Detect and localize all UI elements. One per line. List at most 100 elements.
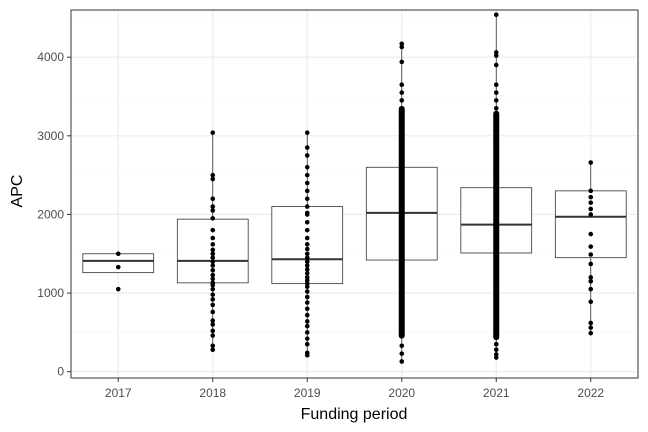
points-2021 (493, 12, 500, 360)
data-point (588, 244, 594, 249)
data-point (588, 275, 594, 280)
data-point (588, 188, 594, 194)
y-tick-label: 1000 (37, 286, 64, 300)
data-point (210, 247, 216, 253)
data-point (304, 323, 310, 329)
panel-border (70, 9, 639, 379)
data-point (588, 286, 594, 292)
data-point (210, 263, 216, 268)
y-tick-label: 3000 (37, 129, 64, 143)
data-point (493, 347, 499, 352)
data-point (210, 267, 216, 273)
data-point (210, 333, 216, 338)
data-point (210, 172, 216, 178)
data-point (304, 210, 310, 216)
data-point (304, 246, 310, 252)
data-point (304, 300, 310, 305)
data-point (210, 130, 216, 135)
data-point (304, 350, 310, 356)
data-point (399, 59, 405, 65)
data-point (304, 271, 310, 276)
data-point (493, 12, 499, 18)
data-point (304, 319, 310, 324)
x-tick-label: 2017 (105, 386, 132, 400)
data-point (493, 90, 499, 95)
data-point (210, 272, 216, 278)
data-point (210, 328, 216, 334)
data-point (304, 164, 310, 170)
data-point (210, 204, 216, 209)
data-point (304, 235, 310, 241)
data-point (304, 220, 310, 225)
data-point (399, 98, 405, 103)
data-point (304, 196, 310, 202)
y-tick-label: 2000 (37, 207, 64, 221)
data-point (399, 44, 405, 50)
data-point (588, 252, 594, 257)
box-iqr (82, 253, 155, 274)
data-point (210, 242, 216, 247)
data-point (304, 188, 310, 194)
data-point (493, 62, 499, 68)
data-point (588, 299, 594, 305)
data-point (210, 292, 216, 297)
data-point (588, 231, 594, 237)
data-point (304, 294, 310, 300)
data-point (493, 53, 499, 58)
data-point (304, 259, 310, 264)
x-tick-label: 2019 (294, 386, 321, 400)
data-point (210, 196, 216, 202)
data-point (304, 251, 310, 257)
data-point (210, 302, 216, 308)
data-point (304, 278, 310, 283)
data-point (399, 359, 405, 364)
data-point (588, 325, 594, 330)
data-point (399, 41, 405, 47)
data-point (210, 259, 216, 264)
data-point (304, 312, 310, 318)
dense-points-band (398, 105, 405, 339)
data-point (399, 82, 405, 88)
data-point (588, 278, 594, 284)
y-axis-title: APC (9, 175, 26, 208)
dense-points-band (493, 110, 500, 341)
data-point (304, 275, 310, 280)
data-point (399, 343, 405, 349)
data-point (588, 330, 594, 336)
data-point (399, 351, 405, 356)
data-point (210, 255, 216, 260)
data-point (304, 306, 310, 312)
box-2017 (82, 253, 155, 274)
data-point (588, 200, 594, 205)
points-2019 (304, 130, 310, 358)
x-tick-label: 2021 (483, 386, 510, 400)
data-point (115, 251, 121, 257)
y-tick-label: 0 (57, 365, 64, 379)
data-point (493, 341, 499, 347)
data-point (210, 297, 216, 302)
points-2020 (398, 41, 405, 364)
data-point (304, 289, 310, 294)
data-point (493, 98, 499, 103)
data-point (493, 105, 499, 111)
points-2017 (115, 251, 121, 292)
data-point (493, 82, 499, 88)
data-point (210, 216, 216, 221)
data-point (304, 130, 310, 135)
data-point (304, 255, 310, 260)
data-point (304, 153, 310, 158)
x-tick-label: 2018 (199, 386, 226, 400)
data-point (304, 267, 310, 272)
data-point (588, 206, 594, 212)
data-point (304, 263, 310, 268)
data-point (115, 286, 121, 292)
data-point (210, 309, 216, 315)
data-point (210, 343, 216, 349)
data-point (304, 284, 310, 290)
x-tick-label: 2020 (388, 386, 415, 400)
data-point (210, 276, 216, 282)
data-point (304, 242, 310, 247)
y-tick-label: 4000 (37, 50, 64, 64)
data-point (588, 160, 594, 165)
